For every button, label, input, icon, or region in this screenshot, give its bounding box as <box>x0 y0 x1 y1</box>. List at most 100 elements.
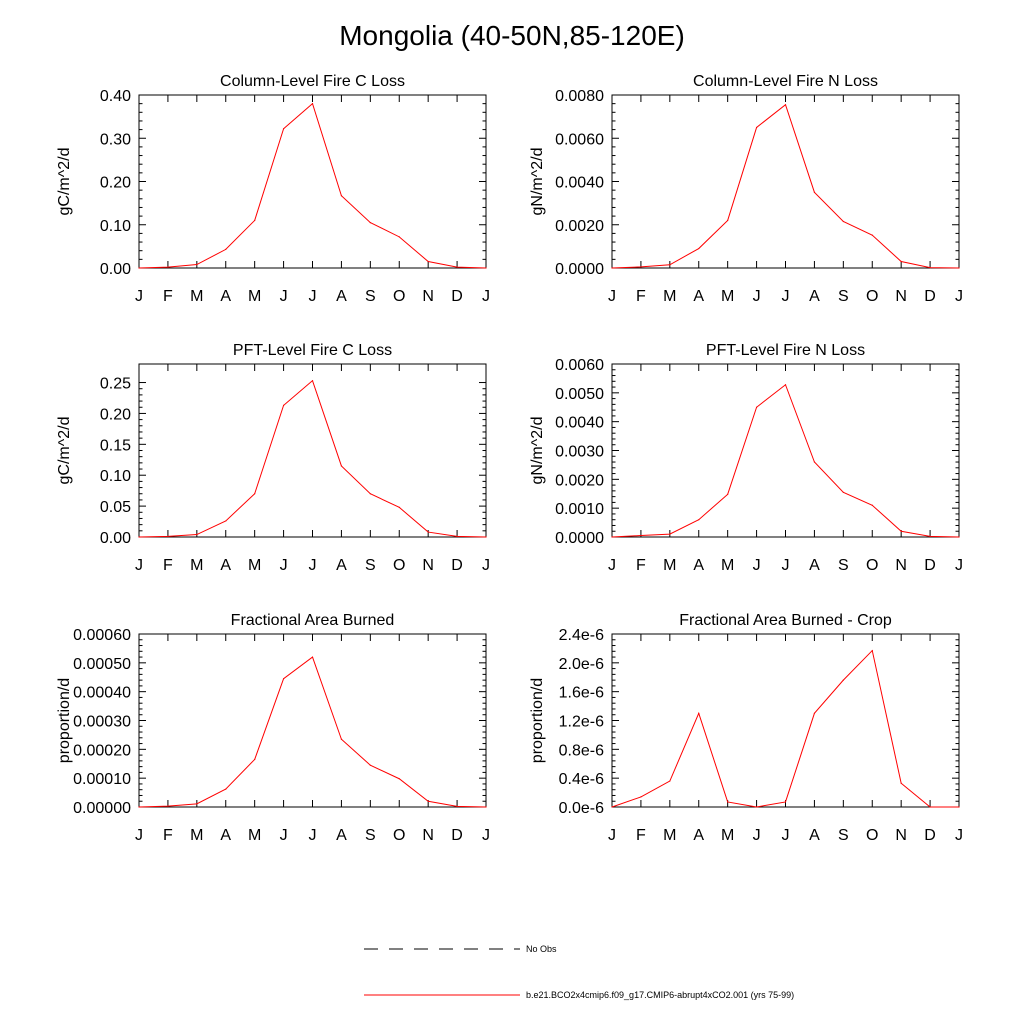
y-tick-label: 0.10 <box>100 218 131 235</box>
data-point <box>196 263 198 266</box>
x-tick-label: M <box>190 557 203 574</box>
data-point <box>842 220 844 223</box>
x-tick-label: J <box>280 288 288 305</box>
data-point <box>138 536 140 538</box>
page-title: Mongolia (40-50N,85-120E) <box>339 20 685 51</box>
x-tick-label: J <box>955 827 963 844</box>
data-point <box>813 712 816 714</box>
y-axis-label: gN/m^2/d <box>529 148 546 216</box>
x-tick-label: A <box>336 288 347 305</box>
x-tick-label: J <box>280 557 288 574</box>
data-point <box>669 533 671 535</box>
x-tick-label: J <box>309 827 317 844</box>
data-point <box>340 738 343 740</box>
x-tick-label: D <box>451 827 463 844</box>
y-tick-label: 0.0060 <box>555 357 604 374</box>
series-line <box>611 383 960 538</box>
chart-panel-1: Column-Level Fire C Loss gC/m^2/d 0.00 0.10… <box>56 73 490 305</box>
data-point <box>669 264 671 266</box>
data-point <box>138 267 140 269</box>
data-point <box>900 530 902 532</box>
x-tick-label: O <box>393 557 405 574</box>
data-point <box>398 778 400 780</box>
data-point <box>784 801 787 803</box>
x-tick-label: J <box>753 557 761 574</box>
data-point <box>727 801 729 803</box>
data-point <box>427 260 429 263</box>
chart-panel-4: PFT-Level Fire N Loss gN/m^2/d 0.0000 0.001… <box>529 342 963 574</box>
x-tick-label: J <box>309 288 317 305</box>
x-tick-label: M <box>248 557 261 574</box>
y-tick-label: 0.0010 <box>555 501 604 518</box>
x-tick-label: J <box>782 827 790 844</box>
data-point <box>311 656 314 658</box>
data-point <box>369 221 371 224</box>
data-point <box>755 406 758 408</box>
x-tick-label: J <box>280 827 288 844</box>
y-tick-label: 0.0080 <box>555 88 604 105</box>
chart-title: Column-Level Fire N Loss <box>693 73 878 90</box>
y-tick-label: 0.8e-6 <box>559 742 604 759</box>
data-point <box>398 236 400 238</box>
y-tick-label: 0.05 <box>100 499 131 516</box>
x-tick-label: O <box>866 557 878 574</box>
data-point <box>784 104 787 106</box>
x-tick-label: D <box>924 827 936 844</box>
data-point <box>282 128 285 130</box>
plot-frame <box>138 363 487 538</box>
x-tick-label: O <box>866 827 878 844</box>
data-point <box>900 782 902 784</box>
data-point <box>485 806 487 808</box>
x-tick-label: N <box>422 288 434 305</box>
data-point <box>456 805 458 808</box>
x-tick-label: D <box>451 557 463 574</box>
x-tick-label: O <box>393 827 405 844</box>
data-point <box>282 404 285 406</box>
x-tick-label: F <box>163 557 173 574</box>
data-point <box>929 266 931 269</box>
y-tick-label: 0.00 <box>100 530 131 547</box>
data-point <box>755 126 758 129</box>
x-tick-label: J <box>955 288 963 305</box>
chart-title: Fractional Area Burned <box>231 612 395 629</box>
x-tick-label: J <box>955 557 963 574</box>
x-tick-label: A <box>693 827 704 844</box>
x-tick-label: N <box>422 557 434 574</box>
y-tick-label: 0.10 <box>100 468 131 485</box>
x-tick-label: N <box>895 288 907 305</box>
plot-frame <box>611 363 960 538</box>
x-tick-label: J <box>135 288 143 305</box>
data-point <box>340 465 343 467</box>
x-tick-label: M <box>663 827 676 844</box>
x-tick-label: A <box>809 557 820 574</box>
y-tick-label: 0.20 <box>100 406 131 423</box>
data-point <box>727 219 729 222</box>
y-axis-label: proportion/d <box>529 678 546 763</box>
chart-title: Fractional Area Burned - Crop <box>679 612 892 629</box>
y-tick-label: 0.4e-6 <box>559 771 604 788</box>
data-point <box>698 247 700 250</box>
legend-obs-label: No Obs <box>526 944 557 954</box>
x-tick-label: J <box>482 827 490 844</box>
data-point <box>958 806 960 808</box>
x-tick-label: A <box>220 557 231 574</box>
x-tick-label: J <box>782 557 790 574</box>
data-point <box>929 806 931 808</box>
data-point <box>485 536 487 538</box>
data-point <box>369 764 371 766</box>
y-tick-label: 0.0040 <box>555 175 604 192</box>
data-point <box>813 191 816 193</box>
y-tick-label: 0.0040 <box>555 415 604 432</box>
x-tick-label: D <box>924 288 936 305</box>
data-point <box>311 103 314 105</box>
x-tick-label: F <box>636 827 646 844</box>
data-point <box>167 805 169 807</box>
y-tick-label: 0.40 <box>100 88 131 105</box>
y-tick-label: 2.4e-6 <box>559 627 604 644</box>
chart-title: PFT-Level Fire N Loss <box>706 342 865 359</box>
y-tick-label: 0.00020 <box>73 742 131 759</box>
y-tick-label: 0.0e-6 <box>559 800 604 817</box>
x-tick-label: J <box>309 557 317 574</box>
data-point <box>958 267 960 269</box>
x-tick-label: J <box>482 288 490 305</box>
